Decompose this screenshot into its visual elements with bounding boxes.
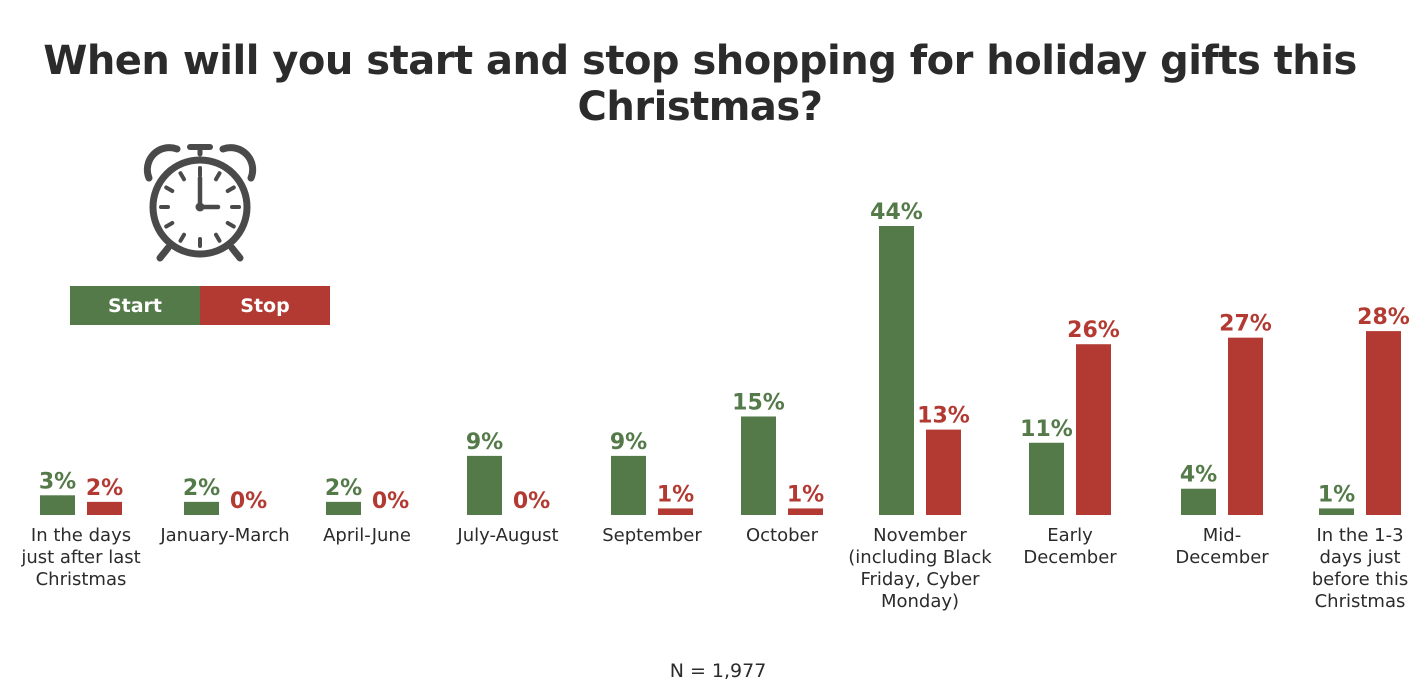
start-value-label: 11% (1020, 417, 1073, 442)
legend-stop-label: Stop (240, 294, 290, 317)
start-bar (1181, 488, 1216, 515)
category-label: In the days just after last Christmas (20, 525, 140, 590)
category-label: Mid-December (1175, 525, 1269, 568)
start-value-label: 44% (870, 200, 923, 225)
start-value-label: 4% (1180, 463, 1217, 488)
stop-value-label: 0% (513, 489, 550, 514)
stop-value-label: 2% (86, 476, 123, 501)
category-label: Early December (1023, 525, 1117, 568)
stop-value-label: 28% (1357, 305, 1410, 330)
stop-value-label: 13% (917, 404, 970, 429)
start-bar (326, 501, 361, 515)
stop-bar (1228, 337, 1263, 515)
start-bar (184, 501, 219, 515)
legend-start: Start (70, 286, 200, 325)
start-bar (741, 416, 776, 515)
chart-title: When will you start and stop shopping fo… (43, 38, 1357, 130)
stop-bar (1366, 331, 1401, 515)
stop-bar (1076, 344, 1111, 515)
stop-value-label: 1% (657, 482, 694, 507)
stop-value-label: 27% (1219, 312, 1272, 337)
start-value-label: 9% (610, 430, 647, 455)
category-label: September (602, 525, 702, 546)
start-value-label: 3% (39, 469, 76, 494)
category-label: October (746, 525, 819, 546)
start-bar (1319, 508, 1354, 515)
start-bar (611, 455, 646, 515)
start-value-label: 15% (732, 390, 785, 415)
start-bar (1029, 442, 1064, 515)
stop-value-label: 0% (230, 489, 267, 514)
start-value-label: 2% (183, 476, 220, 501)
stop-value-label: 0% (372, 489, 409, 514)
legend: Start Stop (70, 286, 330, 325)
start-value-label: 1% (1318, 482, 1355, 507)
stop-bar (926, 429, 961, 515)
category-label: In the 1-3 days just before this Christmas (1312, 525, 1409, 612)
start-bar (40, 495, 75, 515)
legend-stop: Stop (200, 286, 330, 325)
stop-bar (658, 508, 693, 515)
start-value-label: 2% (325, 476, 362, 501)
category-label: January-March (159, 525, 289, 546)
stop-value-label: 26% (1067, 318, 1120, 343)
category-label: April-June (323, 525, 411, 546)
start-bar (467, 455, 502, 515)
stop-bar (788, 508, 823, 515)
category-label: November (including Black Friday, Cyber Mon… (848, 525, 992, 612)
category-label: July-August (456, 525, 558, 546)
start-value-label: 9% (466, 430, 503, 455)
legend-start-label: Start (107, 294, 163, 317)
sample-size-note: N = 1,977 (669, 660, 767, 682)
stop-value-label: 1% (787, 482, 824, 507)
alarm-clock-icon (143, 144, 257, 262)
start-bar (879, 226, 914, 515)
stop-bar (87, 501, 122, 515)
